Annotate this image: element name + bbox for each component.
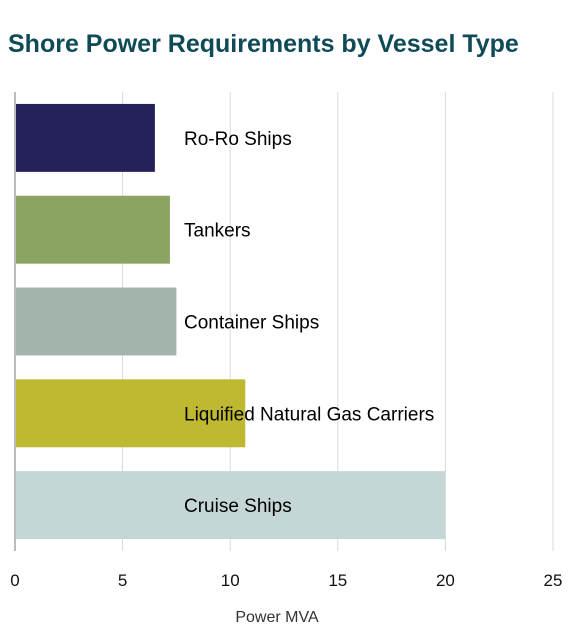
bar-ro-ro-ships xyxy=(16,103,155,172)
x-tick-label-25: 25 xyxy=(544,571,563,590)
bar-tankers xyxy=(16,195,170,264)
x-tick-label-15: 15 xyxy=(328,571,347,590)
chart-title: Shore Power Requirements by Vessel Type xyxy=(8,30,519,58)
x-tick-label-10: 10 xyxy=(221,571,240,590)
x-tick-label-20: 20 xyxy=(436,571,455,590)
bar-liquified-natural-gas-carriers xyxy=(16,379,246,448)
bar-cruise-ships xyxy=(16,471,446,540)
bar-labels: Ro-Ro Ships Tankers Container Ships Liquifi… xyxy=(184,129,434,517)
bar-label-cruise-ships: Cruise Ships xyxy=(184,496,292,517)
bar-label-liquified-natural-gas-carriers: Liquified Natural Gas Carriers xyxy=(184,404,434,425)
bar-label-ro-ro-ships: Ro-Ro Ships xyxy=(184,129,292,150)
x-tick-label-0: 0 xyxy=(10,571,19,590)
bars xyxy=(16,103,446,540)
x-tick-labels: 0 5 10 15 20 25 xyxy=(10,571,562,590)
bar-container-ships xyxy=(16,287,177,356)
x-tick-label-5: 5 xyxy=(118,571,127,590)
x-axis-title: Power MVA xyxy=(235,609,319,626)
bar-label-container-ships: Container Ships xyxy=(184,313,319,334)
bar-label-tankers: Tankers xyxy=(184,221,251,242)
